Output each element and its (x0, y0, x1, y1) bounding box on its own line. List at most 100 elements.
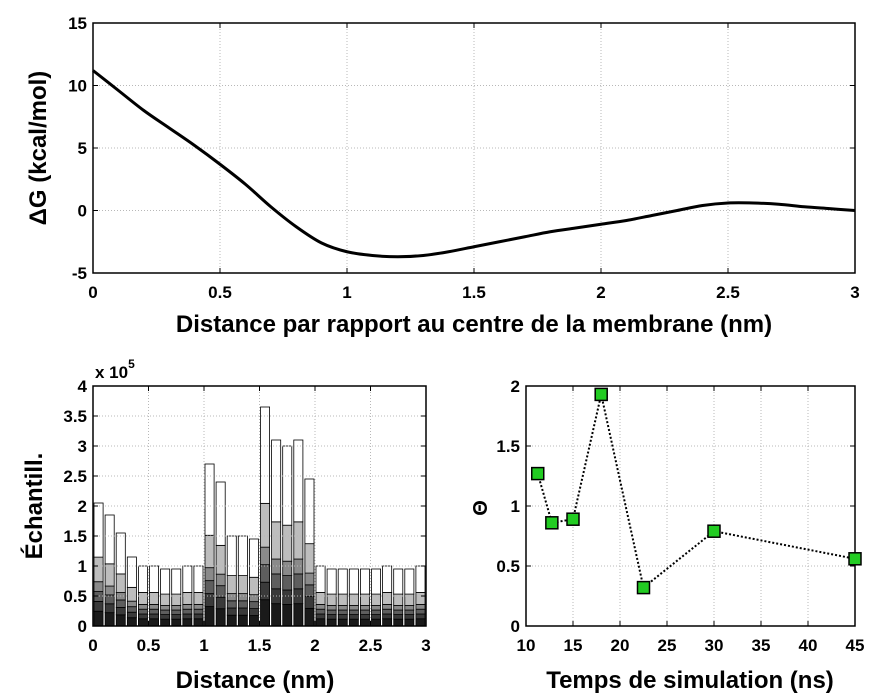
bar-segment (215, 585, 226, 598)
bar-segment (293, 588, 304, 605)
bar-segment (382, 613, 393, 620)
y-tick-label: 2.5 (63, 467, 87, 486)
x-tick-label: 1 (199, 636, 208, 655)
bar-segment (237, 614, 248, 627)
x-tick-label: 1 (342, 283, 351, 302)
bar-segment (404, 614, 415, 620)
bar-segment (348, 614, 359, 620)
x-tick-label: 3 (850, 283, 859, 302)
bar-segment (137, 608, 148, 615)
x-tick-label: 20 (611, 636, 630, 655)
bar-segment (237, 535, 248, 576)
x-tick-label: 40 (799, 636, 818, 655)
bar-segment (126, 617, 137, 627)
bar-segment (326, 593, 337, 606)
bar-segment (104, 594, 115, 605)
bar-segment (137, 565, 148, 593)
bar-segment (137, 618, 148, 627)
free-energy-x-ticks: 0 0.5 1 1.5 2 2.5 3 (88, 23, 860, 302)
bar-segment (348, 568, 359, 595)
bar-segment (293, 558, 304, 575)
data-point-marker (566, 512, 580, 526)
bar-segment (271, 603, 282, 627)
bar-segment (137, 604, 148, 610)
bar-segment (115, 573, 126, 593)
bar-segment (315, 613, 326, 620)
bar-segment (348, 605, 359, 611)
bar-segment (382, 608, 393, 615)
bar-segment (226, 607, 237, 616)
bar-segment (160, 568, 171, 595)
bar-segment (282, 589, 293, 605)
bar-segment (171, 593, 182, 606)
x-tick-label: 3 (421, 636, 430, 655)
bar-segment (160, 605, 171, 611)
bar-segment (260, 599, 270, 627)
bar-segment (171, 609, 182, 615)
bar-segment (315, 608, 326, 615)
x-tick-label: 30 (705, 636, 724, 655)
x-tick-label: 2 (596, 283, 605, 302)
bar-segment (404, 568, 415, 595)
bar-segment (282, 445, 293, 526)
bar-segment (182, 592, 193, 605)
y-tick-label: 0.5 (496, 557, 520, 576)
bar-segment (337, 568, 348, 595)
bar-segment (393, 618, 404, 627)
x-tick-label: 10 (517, 636, 536, 655)
bar-segment (160, 618, 171, 627)
data-point-marker (531, 466, 545, 481)
bar-segment (115, 532, 126, 575)
bar-segment (160, 614, 171, 620)
bar-segment (282, 524, 293, 562)
bar-segment (226, 575, 237, 594)
bar-segment (193, 604, 204, 610)
theta-grid (526, 386, 855, 626)
data-point-marker (545, 516, 559, 530)
x-tick-label: 1.5 (462, 283, 486, 302)
bar-segment (126, 600, 137, 608)
x-tick-label: 0.5 (137, 636, 161, 655)
bar-segment (337, 618, 348, 627)
bar-segment (359, 609, 370, 615)
sampling-x-label: Distance (nm) (176, 667, 335, 694)
bar-segment (215, 608, 226, 627)
bar-segment (193, 613, 204, 620)
bar-segment (260, 546, 270, 566)
y-tick-label: 1 (511, 497, 520, 516)
bar-segment (271, 521, 282, 560)
bar-segment (104, 612, 115, 627)
bar-segment (404, 609, 415, 615)
bar-segment (415, 592, 426, 605)
bar-segment (304, 607, 315, 627)
y-tick-label: 0 (511, 617, 520, 636)
bar-segment (137, 613, 148, 620)
bar-segment (137, 592, 148, 605)
sampling-bars (93, 406, 426, 627)
x-tick-label: 2.5 (359, 636, 383, 655)
bar-segment (248, 601, 259, 610)
bar-segment (304, 543, 315, 574)
bar-segment (371, 568, 381, 595)
theta-y-label: Θ (470, 500, 492, 516)
bar-segment (293, 521, 304, 560)
bar-segment (371, 614, 381, 620)
bar-segment (204, 593, 215, 607)
bar-segment (160, 609, 171, 615)
y-tick-label: 3 (78, 437, 87, 456)
bar-segment (171, 614, 182, 620)
bar-segment (115, 599, 126, 608)
sampling-y-label: Échantill. (20, 453, 48, 560)
bar-segment (237, 575, 248, 594)
bar-segment (359, 614, 370, 620)
y-tick-label: 2 (511, 377, 520, 396)
free-energy-grid (93, 23, 855, 273)
bar-segment (304, 596, 315, 609)
x-tick-label: 1.5 (248, 636, 272, 655)
bar-segment (93, 502, 104, 558)
bar-segment (193, 618, 204, 627)
x-tick-label: 35 (752, 636, 771, 655)
bar-segment (248, 608, 259, 616)
bar-segment (171, 618, 182, 627)
bar-segment (93, 581, 104, 592)
